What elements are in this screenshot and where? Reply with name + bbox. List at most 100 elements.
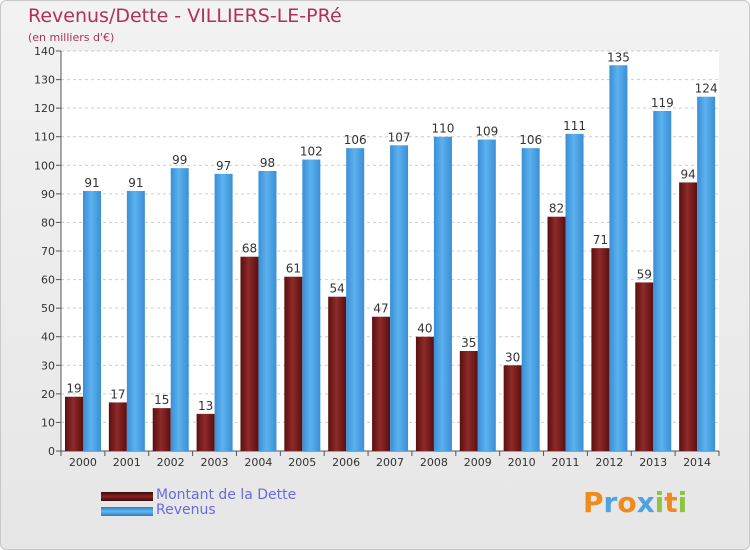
bar-revenus: [83, 191, 101, 451]
y-tick-label: 60: [41, 274, 55, 287]
x-tick-label: 2013: [639, 456, 667, 469]
bar-revenus: [433, 136, 452, 451]
chart-subtitle: (en milliers d'€): [28, 31, 115, 44]
x-tick-label: 2008: [420, 456, 448, 469]
data-label-revenus: 99: [172, 153, 187, 167]
x-tick-label: 2000: [69, 456, 97, 469]
logo-letter: r: [603, 486, 618, 519]
data-label-revenus: 119: [651, 96, 674, 110]
data-label-dette: 40: [417, 322, 432, 336]
bar-revenus: [697, 96, 716, 451]
data-label-revenus: 102: [300, 145, 323, 159]
y-tick-label: 0: [48, 445, 55, 458]
y-tick-label: 10: [41, 416, 55, 429]
bar-dette: [328, 296, 347, 451]
logo-letter: i: [654, 486, 665, 519]
data-label-dette: 47: [373, 302, 388, 316]
x-tick-label: 2012: [595, 456, 623, 469]
y-tick-label: 120: [34, 102, 55, 115]
y-tick-label: 140: [34, 45, 55, 58]
chart-title: Revenus/Dette - VILLIERS-LE-PRé: [28, 5, 342, 27]
data-label-dette: 19: [66, 382, 81, 396]
y-tick-label: 50: [41, 302, 55, 315]
y-tick-label: 130: [34, 74, 55, 87]
y-tick-label: 70: [41, 245, 55, 258]
bar-revenus: [346, 148, 365, 451]
bar-dette: [284, 276, 303, 451]
bar-revenus: [565, 133, 584, 451]
data-label-dette: 82: [549, 202, 564, 216]
x-tick-label: 2009: [464, 456, 492, 469]
bar-dette: [547, 216, 566, 451]
x-tick-label: 2010: [508, 456, 536, 469]
data-label-revenus: 111: [563, 119, 586, 133]
bar-dette: [459, 351, 478, 451]
data-label-revenus: 135: [607, 50, 630, 64]
data-label-dette: 30: [505, 350, 520, 364]
bar-dette: [635, 282, 654, 451]
bar-revenus: [521, 148, 540, 451]
data-label-dette: 15: [154, 393, 169, 407]
bar-revenus: [170, 168, 189, 451]
y-tick-label: 80: [41, 216, 55, 229]
bar-revenus: [258, 171, 277, 451]
y-tick-label: 110: [34, 131, 55, 144]
data-label-dette: 17: [110, 387, 125, 401]
y-tick-label: 100: [34, 159, 55, 172]
data-label-dette: 68: [242, 242, 257, 256]
x-tick-label: 2014: [683, 456, 711, 469]
bar-revenus: [609, 65, 628, 452]
x-tick-label: 2011: [551, 456, 579, 469]
legend-swatch-revenus: [101, 507, 153, 516]
data-label-revenus: 106: [344, 133, 367, 147]
data-label-revenus: 106: [519, 133, 542, 147]
proxiti-logo: Proxiti: [583, 486, 687, 519]
data-label-dette: 61: [286, 262, 301, 276]
bar-revenus: [390, 145, 409, 452]
logo-letter: P: [583, 486, 604, 519]
bar-revenus: [214, 173, 233, 451]
data-label-revenus: 110: [431, 122, 454, 136]
data-label-dette: 54: [330, 282, 345, 296]
bar-revenus: [126, 191, 145, 451]
bar-dette: [108, 402, 127, 451]
x-tick-label: 2004: [244, 456, 272, 469]
data-label-revenus: 98: [260, 156, 275, 170]
bar-dette: [415, 336, 434, 451]
data-label-revenus: 107: [388, 130, 411, 144]
bar-dette: [65, 396, 83, 451]
bar-dette: [591, 248, 610, 451]
data-label-revenus: 91: [128, 176, 143, 190]
bar-dette: [503, 365, 522, 451]
legend-swatch-dette: [101, 492, 153, 501]
logo-letter: i: [677, 486, 688, 519]
x-tick-label: 2003: [201, 456, 229, 469]
data-label-revenus: 91: [84, 176, 99, 190]
y-tick-label: 30: [41, 359, 55, 372]
data-label-revenus: 109: [475, 125, 498, 139]
y-tick-label: 90: [41, 188, 55, 201]
data-label-revenus: 97: [216, 159, 231, 173]
logo-letter: t: [664, 486, 678, 519]
bar-dette: [240, 256, 259, 451]
x-tick-label: 2001: [113, 456, 141, 469]
logo-letter: o: [617, 486, 637, 519]
bar-revenus: [477, 139, 496, 452]
data-label-dette: 35: [461, 336, 476, 350]
bar-dette: [196, 413, 215, 451]
bar-revenus: [302, 159, 321, 452]
data-label-dette: 94: [680, 167, 695, 181]
x-tick-label: 2006: [332, 456, 360, 469]
bar-dette: [372, 316, 391, 451]
x-tick-label: 2007: [376, 456, 404, 469]
bar-revenus: [653, 111, 672, 451]
y-tick-label: 40: [41, 331, 55, 344]
legend-label-dette: Montant de la Dette: [156, 487, 297, 503]
y-tick-label: 20: [41, 388, 55, 401]
x-tick-label: 2005: [288, 456, 316, 469]
data-label-dette: 59: [637, 267, 652, 281]
bar-dette: [679, 182, 698, 451]
data-label-dette: 71: [593, 233, 608, 247]
